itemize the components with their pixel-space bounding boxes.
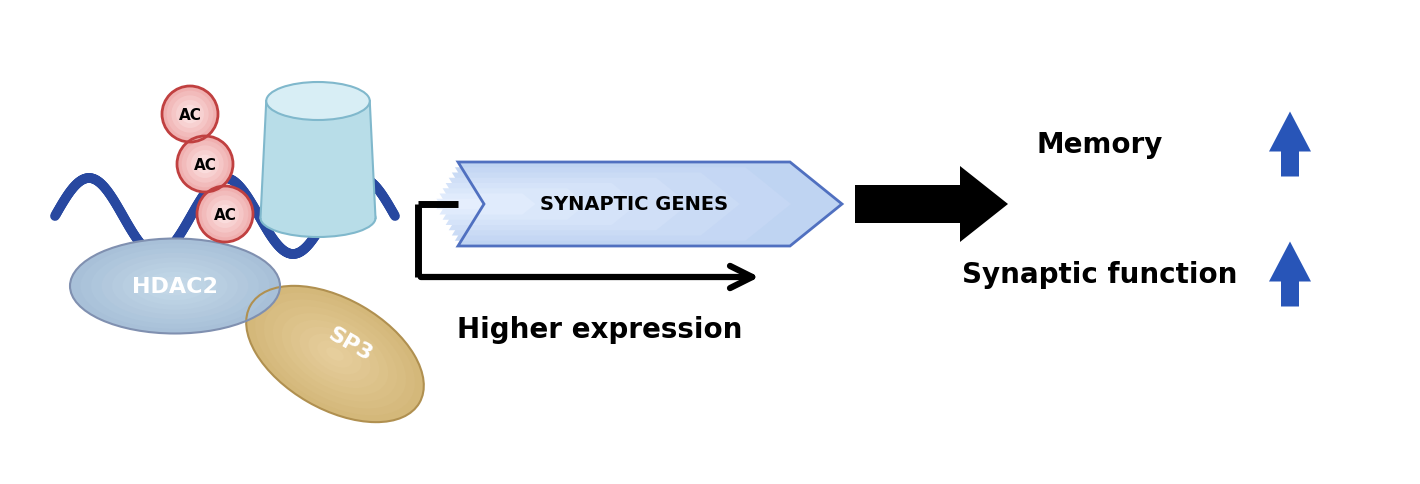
Ellipse shape (70, 239, 280, 334)
Ellipse shape (300, 327, 371, 381)
Circle shape (197, 187, 253, 242)
Ellipse shape (143, 272, 206, 301)
Ellipse shape (81, 244, 270, 329)
Circle shape (216, 205, 234, 224)
Ellipse shape (246, 286, 423, 422)
Ellipse shape (327, 348, 344, 361)
Text: HDAC2: HDAC2 (132, 276, 217, 296)
Text: SP3: SP3 (324, 324, 376, 365)
Polygon shape (436, 199, 484, 210)
Ellipse shape (308, 334, 362, 375)
Ellipse shape (91, 248, 258, 324)
Ellipse shape (317, 341, 352, 368)
Polygon shape (443, 189, 586, 220)
Text: AC: AC (179, 107, 202, 122)
Ellipse shape (165, 282, 186, 291)
Circle shape (220, 210, 230, 219)
Ellipse shape (264, 300, 406, 408)
Circle shape (206, 196, 244, 233)
Circle shape (200, 160, 210, 169)
Polygon shape (440, 194, 535, 215)
Ellipse shape (273, 307, 398, 402)
Text: AC: AC (213, 207, 237, 222)
Circle shape (186, 146, 224, 183)
Ellipse shape (291, 320, 379, 388)
Polygon shape (459, 163, 842, 246)
Polygon shape (855, 166, 1008, 242)
Circle shape (166, 91, 213, 138)
Polygon shape (446, 183, 638, 226)
Circle shape (162, 87, 219, 143)
Polygon shape (1269, 242, 1311, 307)
Circle shape (176, 101, 204, 129)
Circle shape (202, 191, 248, 238)
Polygon shape (260, 102, 375, 219)
Circle shape (180, 106, 199, 124)
Circle shape (196, 155, 214, 174)
Circle shape (192, 151, 219, 179)
Circle shape (172, 96, 209, 134)
Text: Memory: Memory (1037, 131, 1163, 159)
Text: Higher expression: Higher expression (457, 316, 743, 343)
Ellipse shape (101, 253, 248, 319)
Text: Synaptic function: Synaptic function (963, 260, 1238, 288)
Circle shape (182, 141, 229, 188)
Ellipse shape (256, 293, 415, 415)
Polygon shape (454, 168, 791, 241)
Ellipse shape (281, 314, 388, 395)
Ellipse shape (267, 83, 369, 121)
Ellipse shape (153, 277, 196, 296)
Ellipse shape (260, 199, 375, 238)
Circle shape (212, 200, 239, 228)
Polygon shape (452, 173, 740, 236)
Ellipse shape (133, 268, 217, 305)
Text: SYNAPTIC GENES: SYNAPTIC GENES (540, 195, 728, 214)
Circle shape (186, 110, 195, 120)
Circle shape (178, 136, 233, 193)
Ellipse shape (112, 258, 239, 315)
Polygon shape (449, 179, 689, 231)
Text: AC: AC (193, 157, 216, 172)
Polygon shape (1269, 112, 1311, 177)
Ellipse shape (122, 263, 227, 310)
